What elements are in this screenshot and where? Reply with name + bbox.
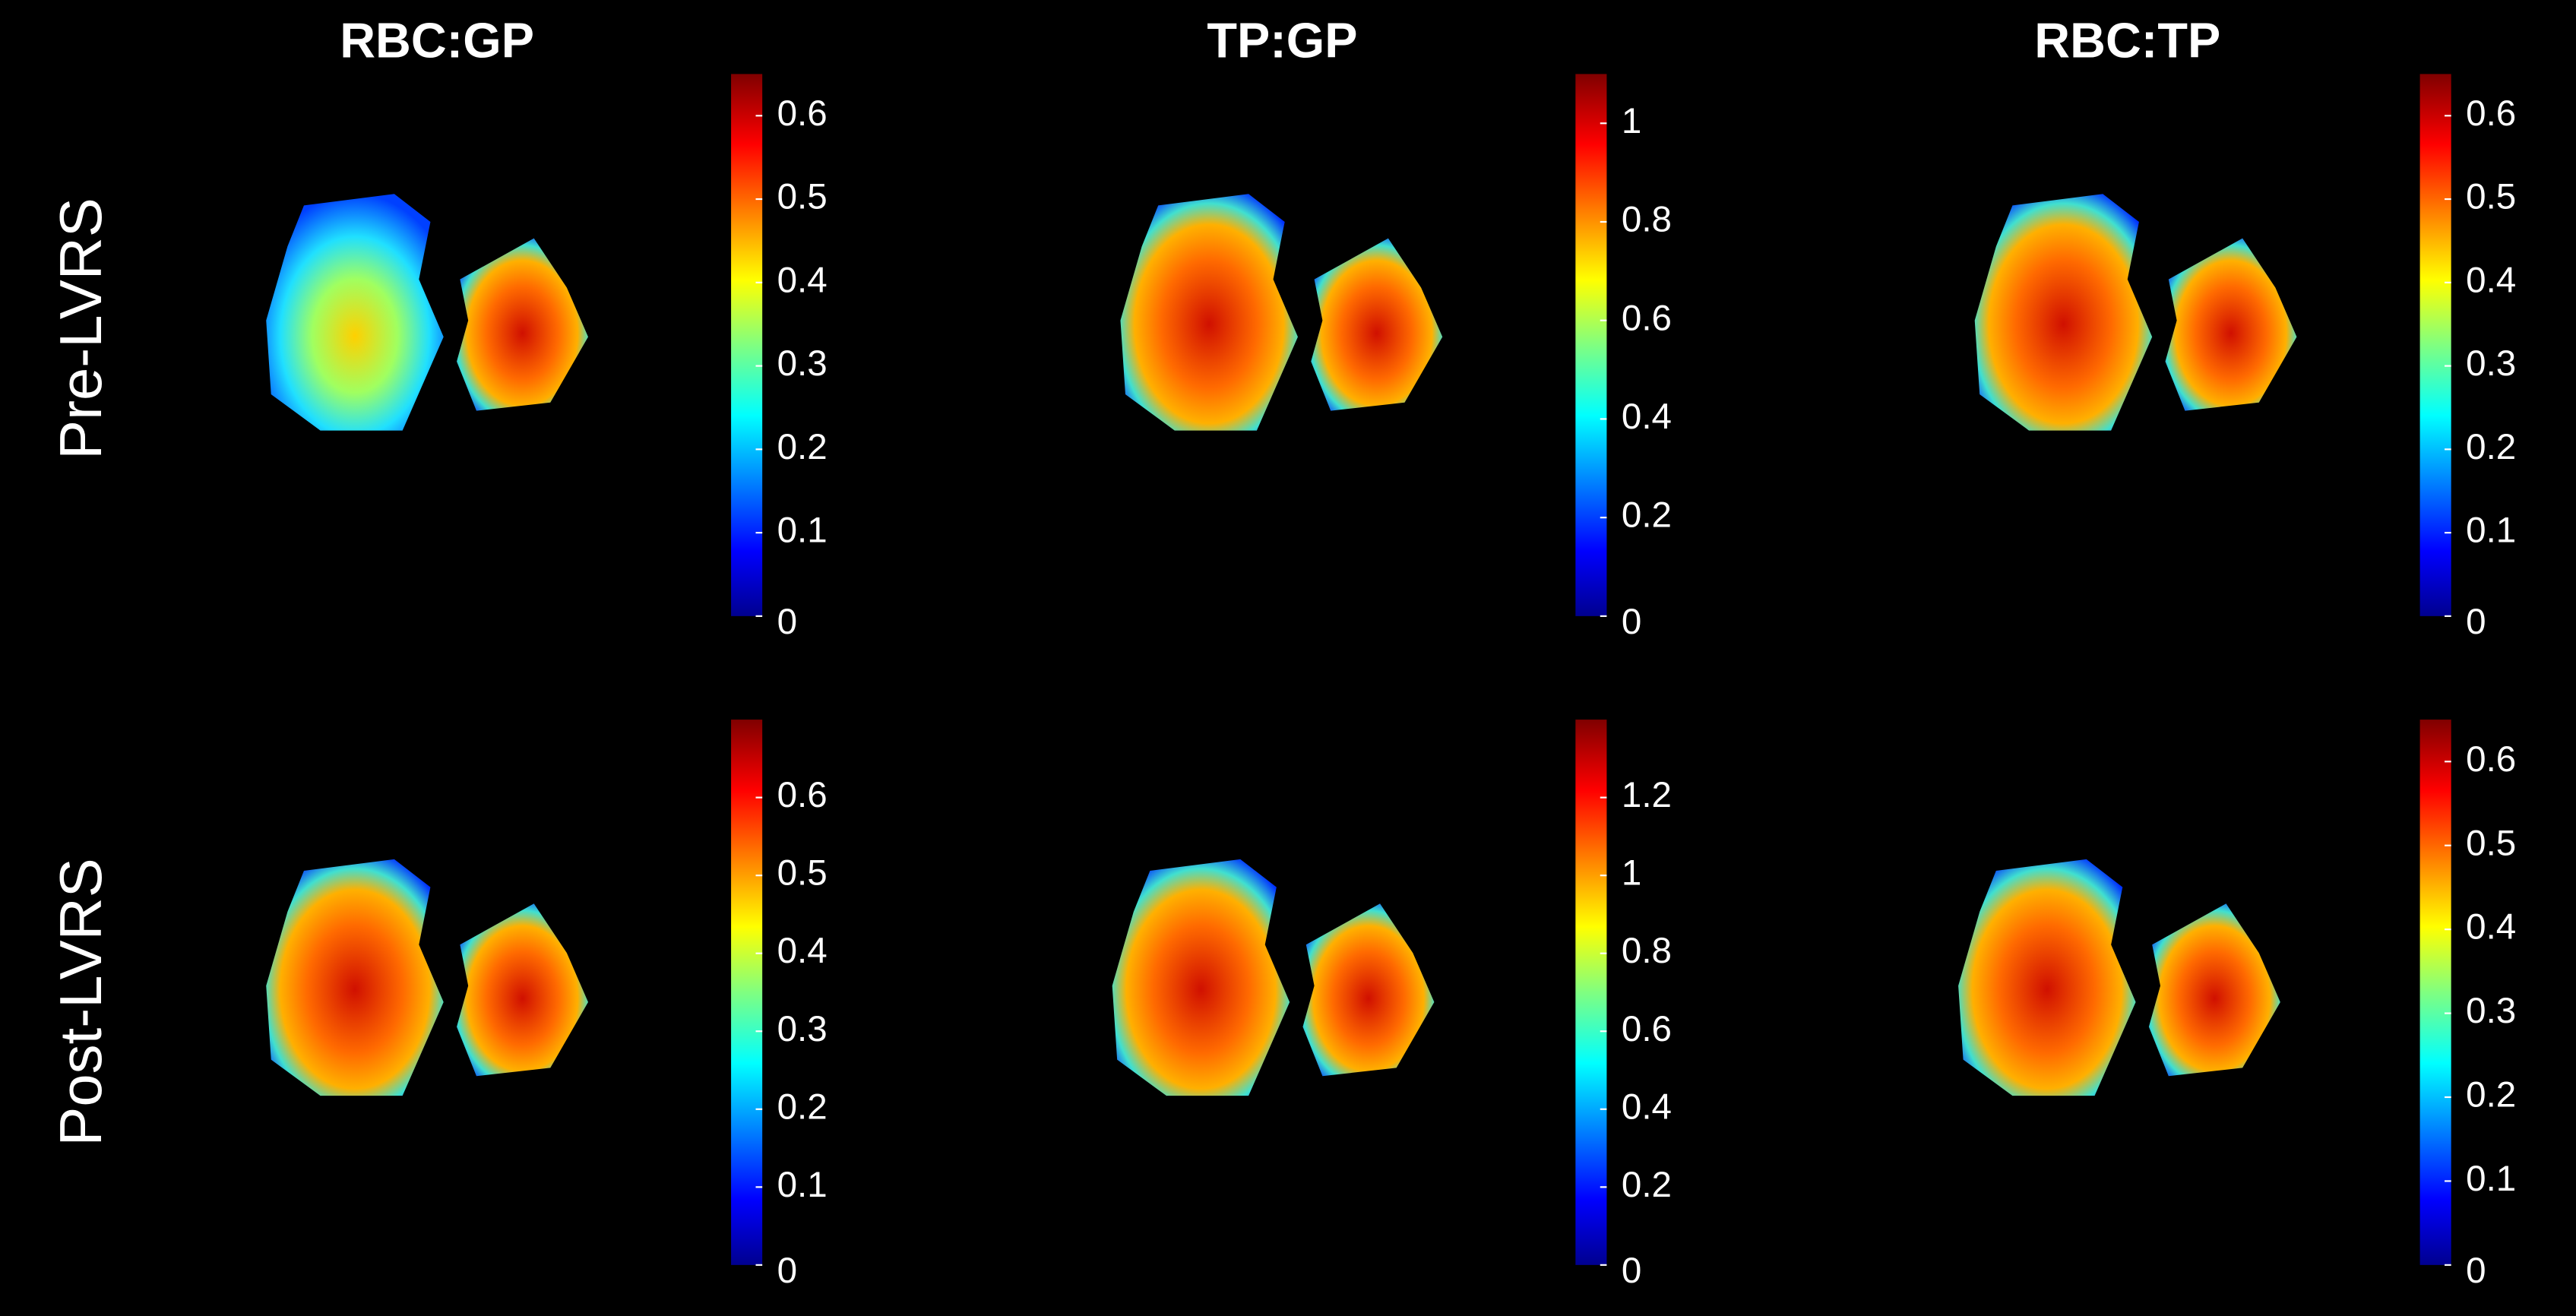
colorbar-tick-label: 0.6 <box>777 93 828 134</box>
colorbar <box>731 74 763 616</box>
colorbar-tick-label: 0.3 <box>2466 343 2516 384</box>
colorbar-tick-label: 0.5 <box>777 177 828 217</box>
colorbar-tick-label: 0 <box>1622 1251 1641 1291</box>
colorbar-tick-label: 0.2 <box>777 1087 828 1127</box>
column-title: RBC:TP <box>2034 13 2220 68</box>
colorbar-tick-label: 0.4 <box>1622 1087 1672 1127</box>
colorbar-tick-label: 0.1 <box>2466 511 2516 551</box>
colorbar-tick-label: 0.3 <box>2466 991 2516 1031</box>
colorbar-tick-label: 0.6 <box>2466 93 2516 134</box>
colorbar-tick-label: 1 <box>1622 101 1641 141</box>
colorbar-tick-label: 0.5 <box>2466 177 2516 217</box>
colorbar-tick-label: 0.6 <box>2466 739 2516 780</box>
colorbar-tick-label: 0.1 <box>2466 1159 2516 1199</box>
colorbar-tick-label: 0.5 <box>777 853 828 894</box>
colorbar-tick-label: 0.6 <box>1622 1009 1672 1049</box>
colorbar-tick-label: 0.4 <box>1622 397 1672 437</box>
colorbar-tick-label: 0 <box>777 1251 797 1291</box>
colorbar-tick-label: 0.4 <box>777 260 828 300</box>
colorbar-tick-label: 0.4 <box>2466 907 2516 947</box>
colorbar <box>1575 74 1607 616</box>
colorbar-tick-label: 0.3 <box>777 1009 828 1049</box>
colorbar-tick-label: 0.8 <box>1622 200 1672 240</box>
colorbar-tick-label: 0 <box>2466 1251 2486 1291</box>
row-label: Pre-LVRS <box>49 198 114 460</box>
colorbar-tick-label: 0.1 <box>777 1165 828 1205</box>
colorbar-tick-label: 0.4 <box>777 931 828 971</box>
colorbar <box>1575 720 1607 1265</box>
colorbar <box>2419 74 2451 616</box>
colorbar-tick-label: 0 <box>1622 602 1641 642</box>
colorbar-tick-label: 0.8 <box>1622 931 1672 971</box>
colorbar-tick-label: 0.2 <box>1622 1165 1672 1205</box>
colorbar-tick-label: 0 <box>2466 602 2486 642</box>
colorbar-tick-label: 0 <box>777 602 797 642</box>
row-label: Post-LVRS <box>49 858 114 1146</box>
colorbar <box>731 720 763 1265</box>
lung-images <box>266 194 2297 1096</box>
colorbar-tick-label: 0.2 <box>777 427 828 467</box>
colorbar-tick-label: 0.2 <box>1622 495 1672 536</box>
colorbar-tick-label: 0.1 <box>777 511 828 551</box>
colorbar-tick-label: 0.3 <box>777 343 828 384</box>
colorbar-tick-label: 0.4 <box>2466 260 2516 300</box>
colorbar-tick-label: 0.6 <box>1622 298 1672 338</box>
colorbar <box>2419 720 2451 1265</box>
colorbar-tick-label: 0.5 <box>2466 823 2516 863</box>
column-title: TP:GP <box>1207 13 1357 68</box>
colorbar-tick-label: 0.2 <box>2466 427 2516 467</box>
colorbar-tick-label: 0.6 <box>777 775 828 815</box>
column-title: RBC:GP <box>340 13 534 68</box>
colorbar-tick-label: 1 <box>1622 853 1641 894</box>
colorbar-tick-label: 1.2 <box>1622 775 1672 815</box>
colorbar-tick-label: 0.2 <box>2466 1075 2516 1115</box>
